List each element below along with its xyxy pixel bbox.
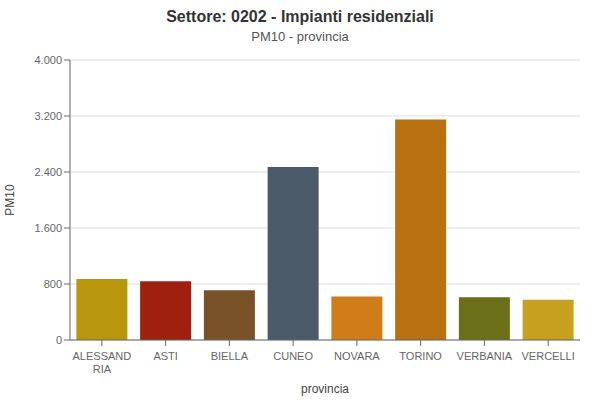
svg-text:800: 800 [44,278,62,290]
html-text:PM10 - provincia: PM10 - provincia [251,29,349,44]
svg-text:NOVARA: NOVARA [334,350,380,362]
svg-text:VERBANIA: VERBANIA [457,350,513,362]
svg-text:VERCELLI: VERCELLI [522,350,575,362]
svg-text:BIELLA: BIELLA [211,350,249,362]
svg-text:PM10: PM10 [8,184,17,216]
svg-text:TORINO: TORINO [399,350,442,362]
svg-text:CUNEO: CUNEO [273,350,313,362]
svg-text:provincia: provincia [301,382,349,396]
svg-text:0: 0 [56,334,62,346]
svg-text:1.600: 1.600 [34,222,62,234]
svg-text:2.400: 2.400 [34,166,62,178]
svg-text:ALESSANDRIA: ALESSANDRIA [73,350,132,375]
svg-text:4.000: 4.000 [34,54,62,66]
svg-text:3.200: 3.200 [34,110,62,122]
svg-text:ASTI: ASTI [153,350,177,362]
html-text:Settore: 0202 - Impianti resid: Settore: 0202 - Impianti residenziali [166,8,434,25]
